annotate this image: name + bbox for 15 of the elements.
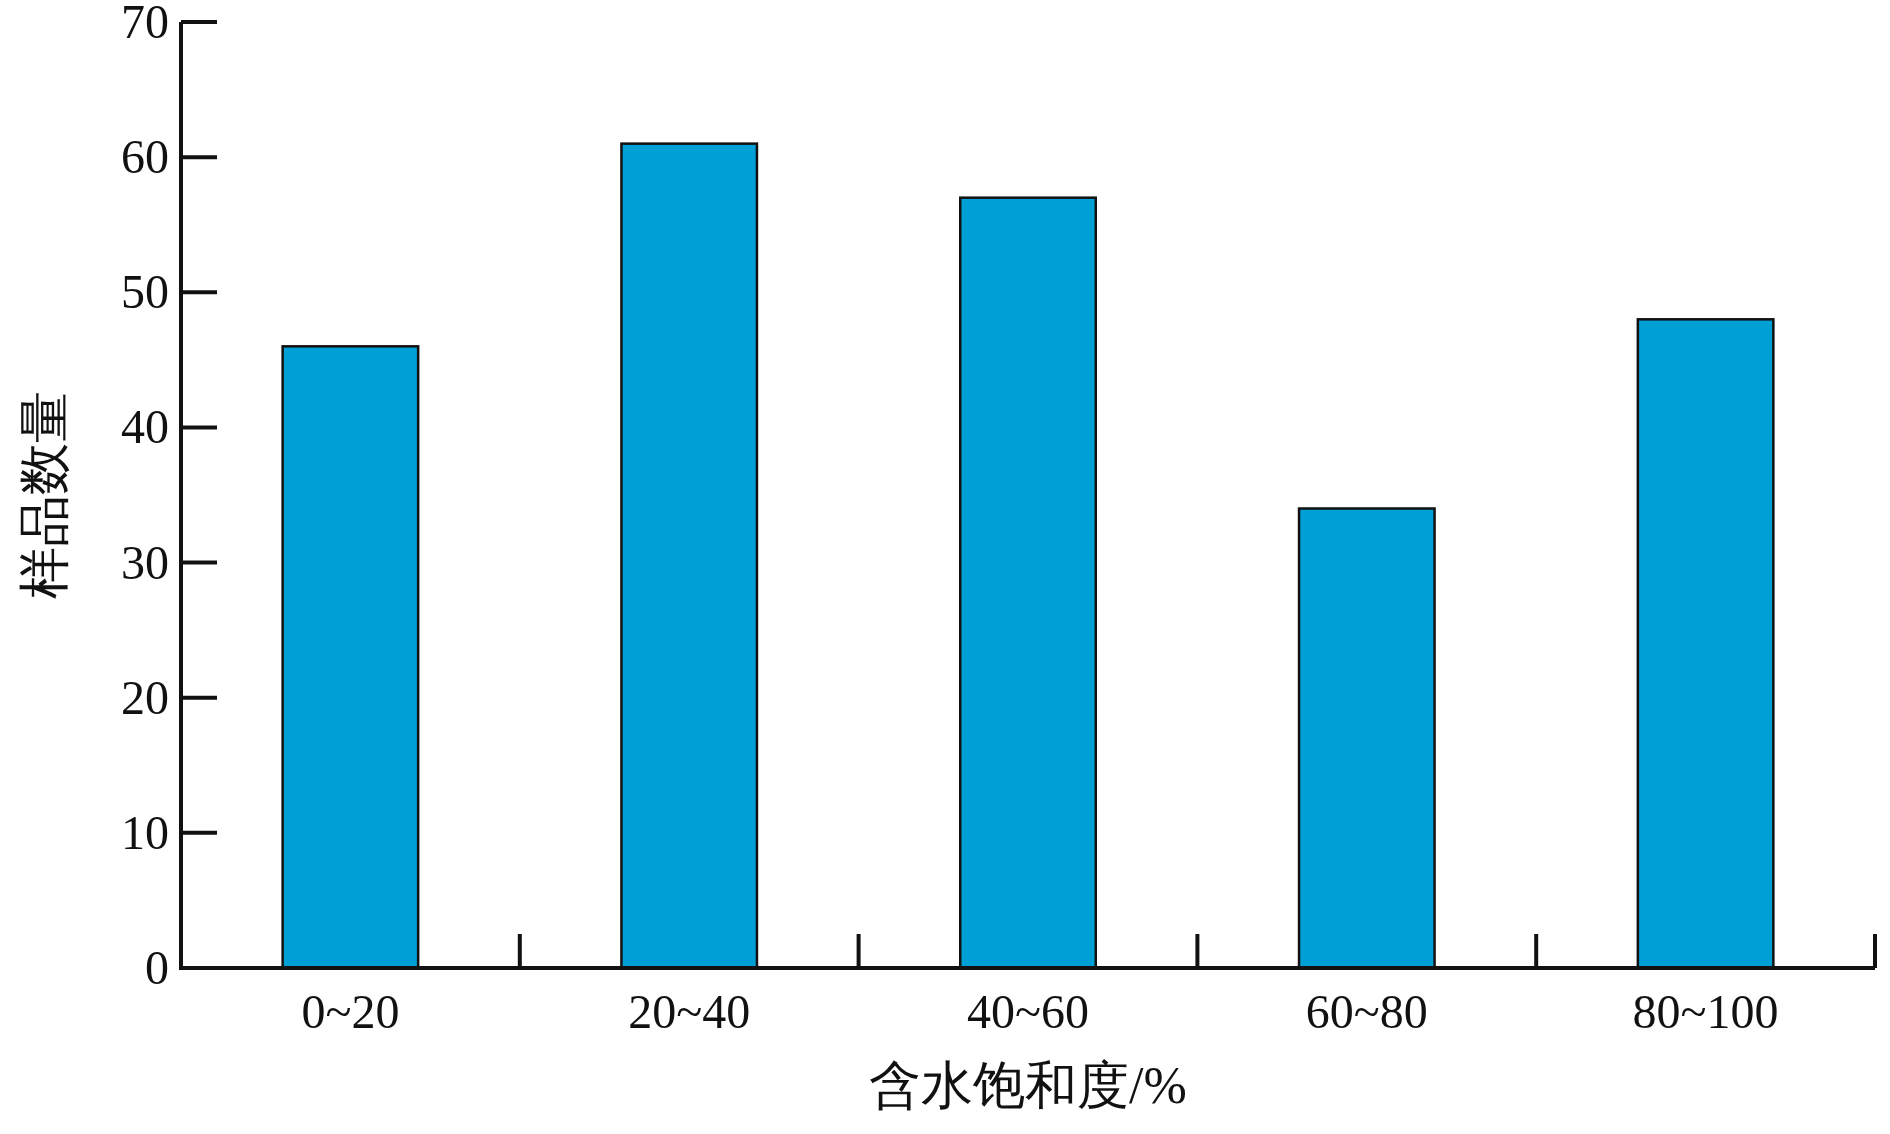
x-axis-title: 含水饱和度/% <box>869 1057 1187 1114</box>
x-tick-label: 0~20 <box>301 985 400 1038</box>
y-tick-label: 60 <box>121 130 169 184</box>
y-tick-label: 30 <box>121 535 169 589</box>
y-tick-label: 10 <box>121 805 169 859</box>
y-tick-label: 40 <box>121 400 169 454</box>
y-tick-label: 20 <box>121 670 169 724</box>
x-tick-label: 60~80 <box>1305 985 1428 1038</box>
y-tick-label: 0 <box>145 941 169 994</box>
y-axis-title: 样品数量 <box>16 391 73 599</box>
x-tick-label: 80~100 <box>1632 985 1779 1038</box>
y-tick-label: 50 <box>121 265 169 319</box>
x-tick-label: 40~60 <box>967 985 1089 1038</box>
x-tick-label: 20~40 <box>628 985 751 1038</box>
y-tick-label: 70 <box>121 0 169 48</box>
